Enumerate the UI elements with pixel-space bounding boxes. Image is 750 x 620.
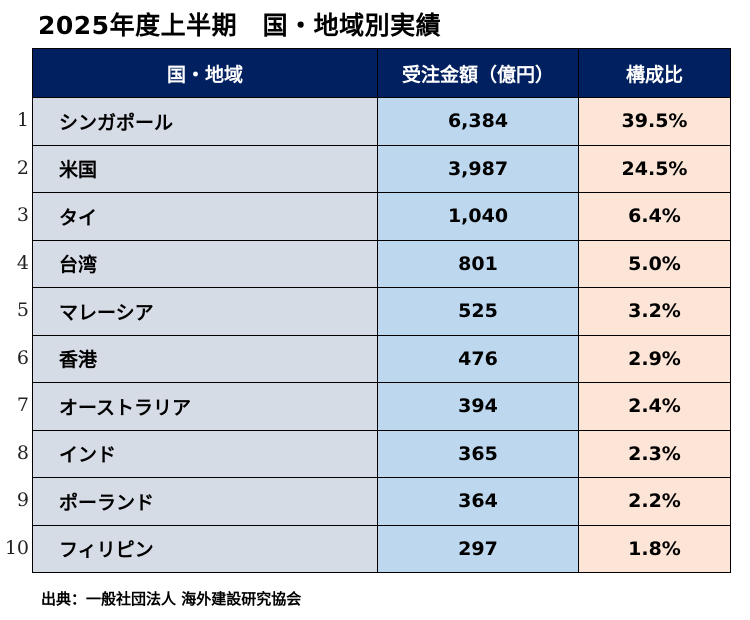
amount-cell: 3,987 [377,144,579,193]
table-row: 香港 476 2.9% [32,334,731,383]
table-row: フィリピン 297 1.8% [32,524,731,573]
share-cell: 39.5% [578,97,731,146]
region-cell: オーストラリア [32,382,378,431]
region-cell: 米国 [32,144,378,193]
header-region: 国・地域 [32,48,378,98]
table-row: インド 365 2.3% [32,429,731,478]
table-row: ポーランド 364 2.2% [32,477,731,526]
region-cell: シンガポール [32,97,378,146]
amount-cell: 476 [377,334,579,383]
rank-number: 8 [16,441,29,464]
source-note: 出典：一般社団法人 海外建設研究協会 [41,590,302,608]
share-cell: 2.9% [578,334,731,383]
amount-cell: 297 [377,524,579,573]
amount-cell: 801 [377,239,579,288]
amount-cell: 364 [377,477,579,526]
rank-number: 10 [4,536,29,559]
rank-number: 1 [16,109,29,132]
amount-cell: 365 [377,429,579,478]
header-amount: 受注金額（億円） [377,48,579,98]
header-share: 構成比 [578,48,731,98]
table-row: タイ 1,040 6.4% [32,192,731,241]
share-cell: 3.2% [578,287,731,336]
table-row: シンガポール 6,384 39.5% [32,97,731,146]
region-cell: ポーランド [32,477,378,526]
share-cell: 2.4% [578,382,731,431]
amount-cell: 6,384 [377,97,579,146]
amount-cell: 525 [377,287,579,336]
amount-cell: 1,040 [377,192,579,241]
rank-number: 2 [16,156,29,179]
region-cell: フィリピン [32,524,378,573]
region-cell: 香港 [32,334,378,383]
table-header-row: 国・地域 受注金額（億円） 構成比 [32,48,731,98]
rank-number: 7 [16,394,29,417]
share-cell: 6.4% [578,192,731,241]
rank-number: 3 [16,204,29,227]
page-title: 2025年度上半期 国・地域別実績 [38,11,442,40]
table-row: マレーシア 525 3.2% [32,287,731,336]
region-cell: インド [32,429,378,478]
share-cell: 2.3% [578,429,731,478]
region-cell: 台湾 [32,239,378,288]
rank-number: 4 [16,251,29,274]
region-cell: マレーシア [32,287,378,336]
share-cell: 1.8% [578,524,731,573]
table-row: 台湾 801 5.0% [32,239,731,288]
table-row: 米国 3,987 24.5% [32,144,731,193]
amount-cell: 394 [377,382,579,431]
share-cell: 24.5% [578,144,731,193]
rank-number: 5 [16,299,29,322]
table-row: オーストラリア 394 2.4% [32,382,731,431]
rank-number: 6 [16,346,29,369]
rank-number: 9 [16,489,29,512]
share-cell: 5.0% [578,239,731,288]
share-cell: 2.2% [578,477,731,526]
results-table: 国・地域 受注金額（億円） 構成比 シンガポール 6,384 39.5% 米国 3,98… [32,48,731,573]
region-cell: タイ [32,192,378,241]
